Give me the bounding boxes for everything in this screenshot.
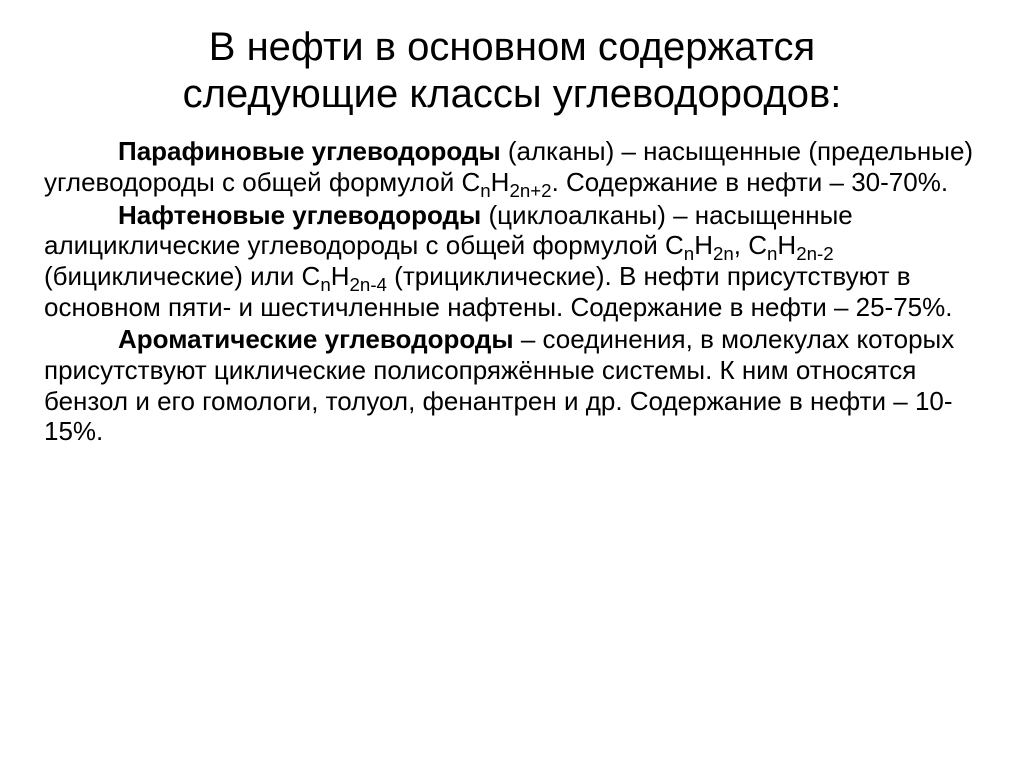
title-line-1: В нефти в основном содержатся: [209, 25, 815, 69]
naphthene-m1: H: [694, 230, 713, 260]
aromatic-lead: Ароматические углеводороды: [118, 324, 514, 354]
slide-title: В нефти в основном содержатся следующие …: [44, 24, 980, 118]
naphthene-m5: H: [331, 261, 350, 291]
naphthene-m3: H: [777, 230, 796, 260]
naphthene-m2: , C: [734, 230, 767, 260]
paragraph-paraffin: Парафиновые углеводороды (алканы) – насы…: [44, 136, 980, 197]
paraffin-mid-1: H: [491, 167, 510, 197]
slide-body: Парафиновые углеводороды (алканы) – насы…: [44, 136, 980, 447]
slide-container: В нефти в основном содержатся следующие …: [0, 0, 1024, 768]
title-line-2: следующие классы углеводородов:: [183, 72, 842, 116]
paragraph-aromatic: Ароматические углеводороды – соединения,…: [44, 324, 980, 447]
naphthene-lead: Нафтеновые углеводороды: [118, 200, 481, 230]
naphthene-m4: (бициклические) или C: [44, 261, 320, 291]
paraffin-lead: Парафиновые углеводороды: [118, 136, 501, 166]
paraffin-text-b: . Содержание в нефти – 30-70%.: [552, 167, 948, 197]
paragraph-naphthene: Нафтеновые углеводороды (циклоалканы) – …: [44, 200, 980, 323]
paraffin-sub-1: n: [480, 180, 490, 201]
paraffin-sub-2: 2n+2: [509, 180, 551, 201]
